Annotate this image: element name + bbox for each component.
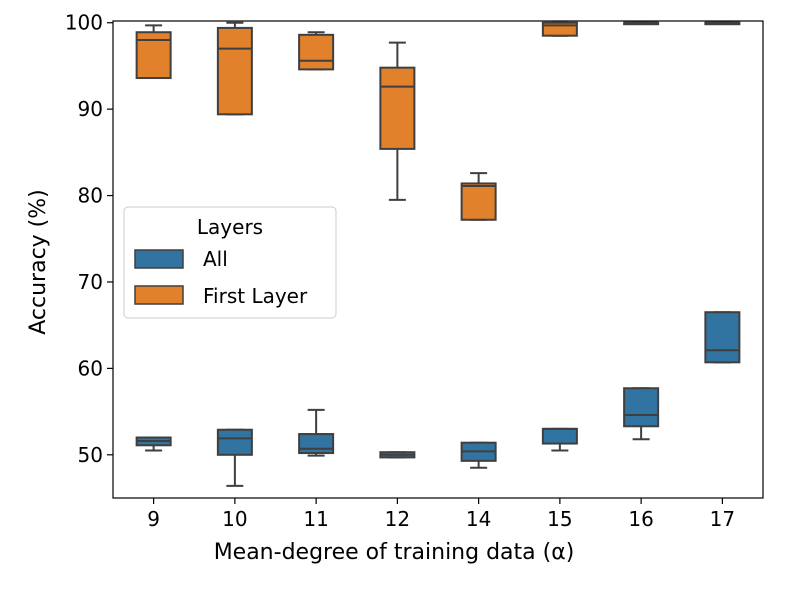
box-first-layer-9 bbox=[135, 24, 172, 80]
box-body bbox=[216, 428, 253, 456]
x-tick-label: 10 bbox=[222, 507, 247, 531]
box-first-layer-15 bbox=[541, 21, 578, 37]
box-body bbox=[623, 387, 660, 428]
legend-swatch-all bbox=[134, 249, 184, 269]
y-tick-label: 90 bbox=[78, 97, 103, 121]
box-all-11 bbox=[298, 408, 335, 457]
box-body bbox=[704, 311, 741, 364]
legend-label-all: All bbox=[203, 247, 228, 271]
y-tick-label: 70 bbox=[78, 270, 103, 294]
x-tick-label: 14 bbox=[466, 507, 491, 531]
y-axis: 50 60 70 80 90 100 bbox=[65, 11, 113, 467]
box-first-layer-10 bbox=[216, 21, 253, 116]
box-body bbox=[460, 182, 497, 221]
box-first-layer-17 bbox=[704, 21, 741, 26]
box-all-12 bbox=[379, 451, 416, 459]
plot-frame bbox=[112, 20, 764, 499]
y-tick-label: 100 bbox=[65, 11, 103, 35]
y-tick-label: 80 bbox=[78, 184, 103, 208]
box-all-17 bbox=[704, 311, 741, 364]
box-all-15 bbox=[541, 427, 578, 452]
x-tick-label: 16 bbox=[628, 507, 653, 531]
y-tick-label: 60 bbox=[78, 356, 103, 380]
box-all-9 bbox=[135, 436, 172, 452]
legend-swatch-first-layer bbox=[134, 285, 184, 305]
box-first-layer-14 bbox=[460, 172, 497, 221]
box-first-layer-12 bbox=[379, 41, 416, 201]
x-tick-label: 9 bbox=[147, 507, 160, 531]
legend: Layers All First Layer bbox=[123, 206, 337, 319]
box-body bbox=[541, 427, 578, 445]
box-body bbox=[216, 26, 253, 116]
box-first-layer-11 bbox=[298, 31, 335, 71]
x-tick-label: 17 bbox=[710, 507, 735, 531]
box-all-16 bbox=[623, 387, 660, 441]
x-axis: 9 10 11 12 14 15 16 17 bbox=[147, 498, 735, 531]
box-body bbox=[298, 433, 335, 455]
plot-layer bbox=[135, 21, 741, 487]
legend-title: Layers bbox=[197, 215, 263, 239]
y-axis-label: Accuracy (%) bbox=[26, 189, 51, 335]
x-tick-label: 12 bbox=[385, 507, 410, 531]
box-body bbox=[379, 66, 416, 150]
box-first-layer-16 bbox=[623, 21, 660, 26]
y-tick-label: 50 bbox=[78, 443, 103, 467]
x-tick-label: 11 bbox=[303, 507, 328, 531]
x-axis-label: Mean-degree of training data (α) bbox=[214, 540, 575, 565]
box-body bbox=[298, 33, 335, 71]
box-all-10 bbox=[216, 428, 253, 487]
box-all-14 bbox=[460, 441, 497, 469]
x-tick-label: 15 bbox=[547, 507, 572, 531]
legend-label-first-layer: First Layer bbox=[203, 284, 308, 308]
